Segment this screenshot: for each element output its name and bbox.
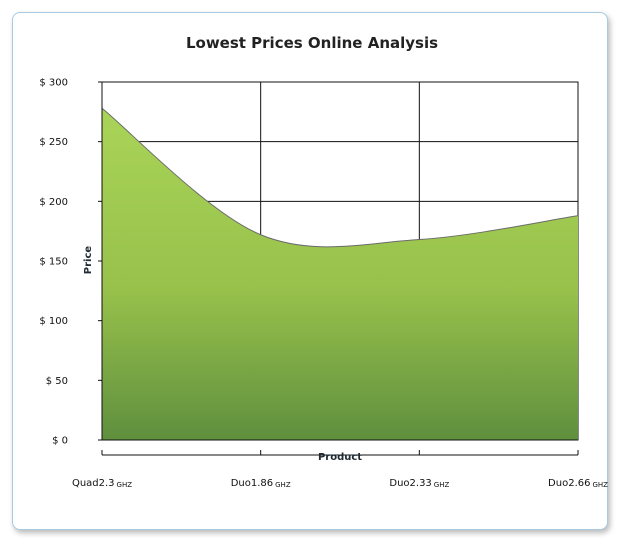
chart-title: Lowest Prices Online Analysis (185, 34, 439, 52)
x-tick-label: Quad2.3 GHZ (72, 478, 132, 489)
series-area (102, 108, 578, 441)
x-tick-label: Duo2.33 GHZ (389, 478, 449, 489)
y-tick-label: $ 250 (39, 137, 68, 148)
x-axis-title: Product (318, 452, 362, 463)
y-tick-label: $ 200 (39, 197, 68, 208)
x-tick-label: Duo1.86 GHZ (231, 478, 291, 489)
y-tick-label: $ 300 (39, 78, 68, 89)
x-tick-label: Duo2.66 GHZ (548, 478, 608, 489)
y-tick-label: $ 100 (39, 316, 68, 327)
y-tick-label: $ 50 (46, 376, 68, 387)
y-axis-title: Price (83, 246, 94, 275)
y-tick-label: $ 150 (39, 257, 68, 268)
series-line (101, 107, 579, 248)
y-tick-label: $ 0 (52, 436, 68, 447)
